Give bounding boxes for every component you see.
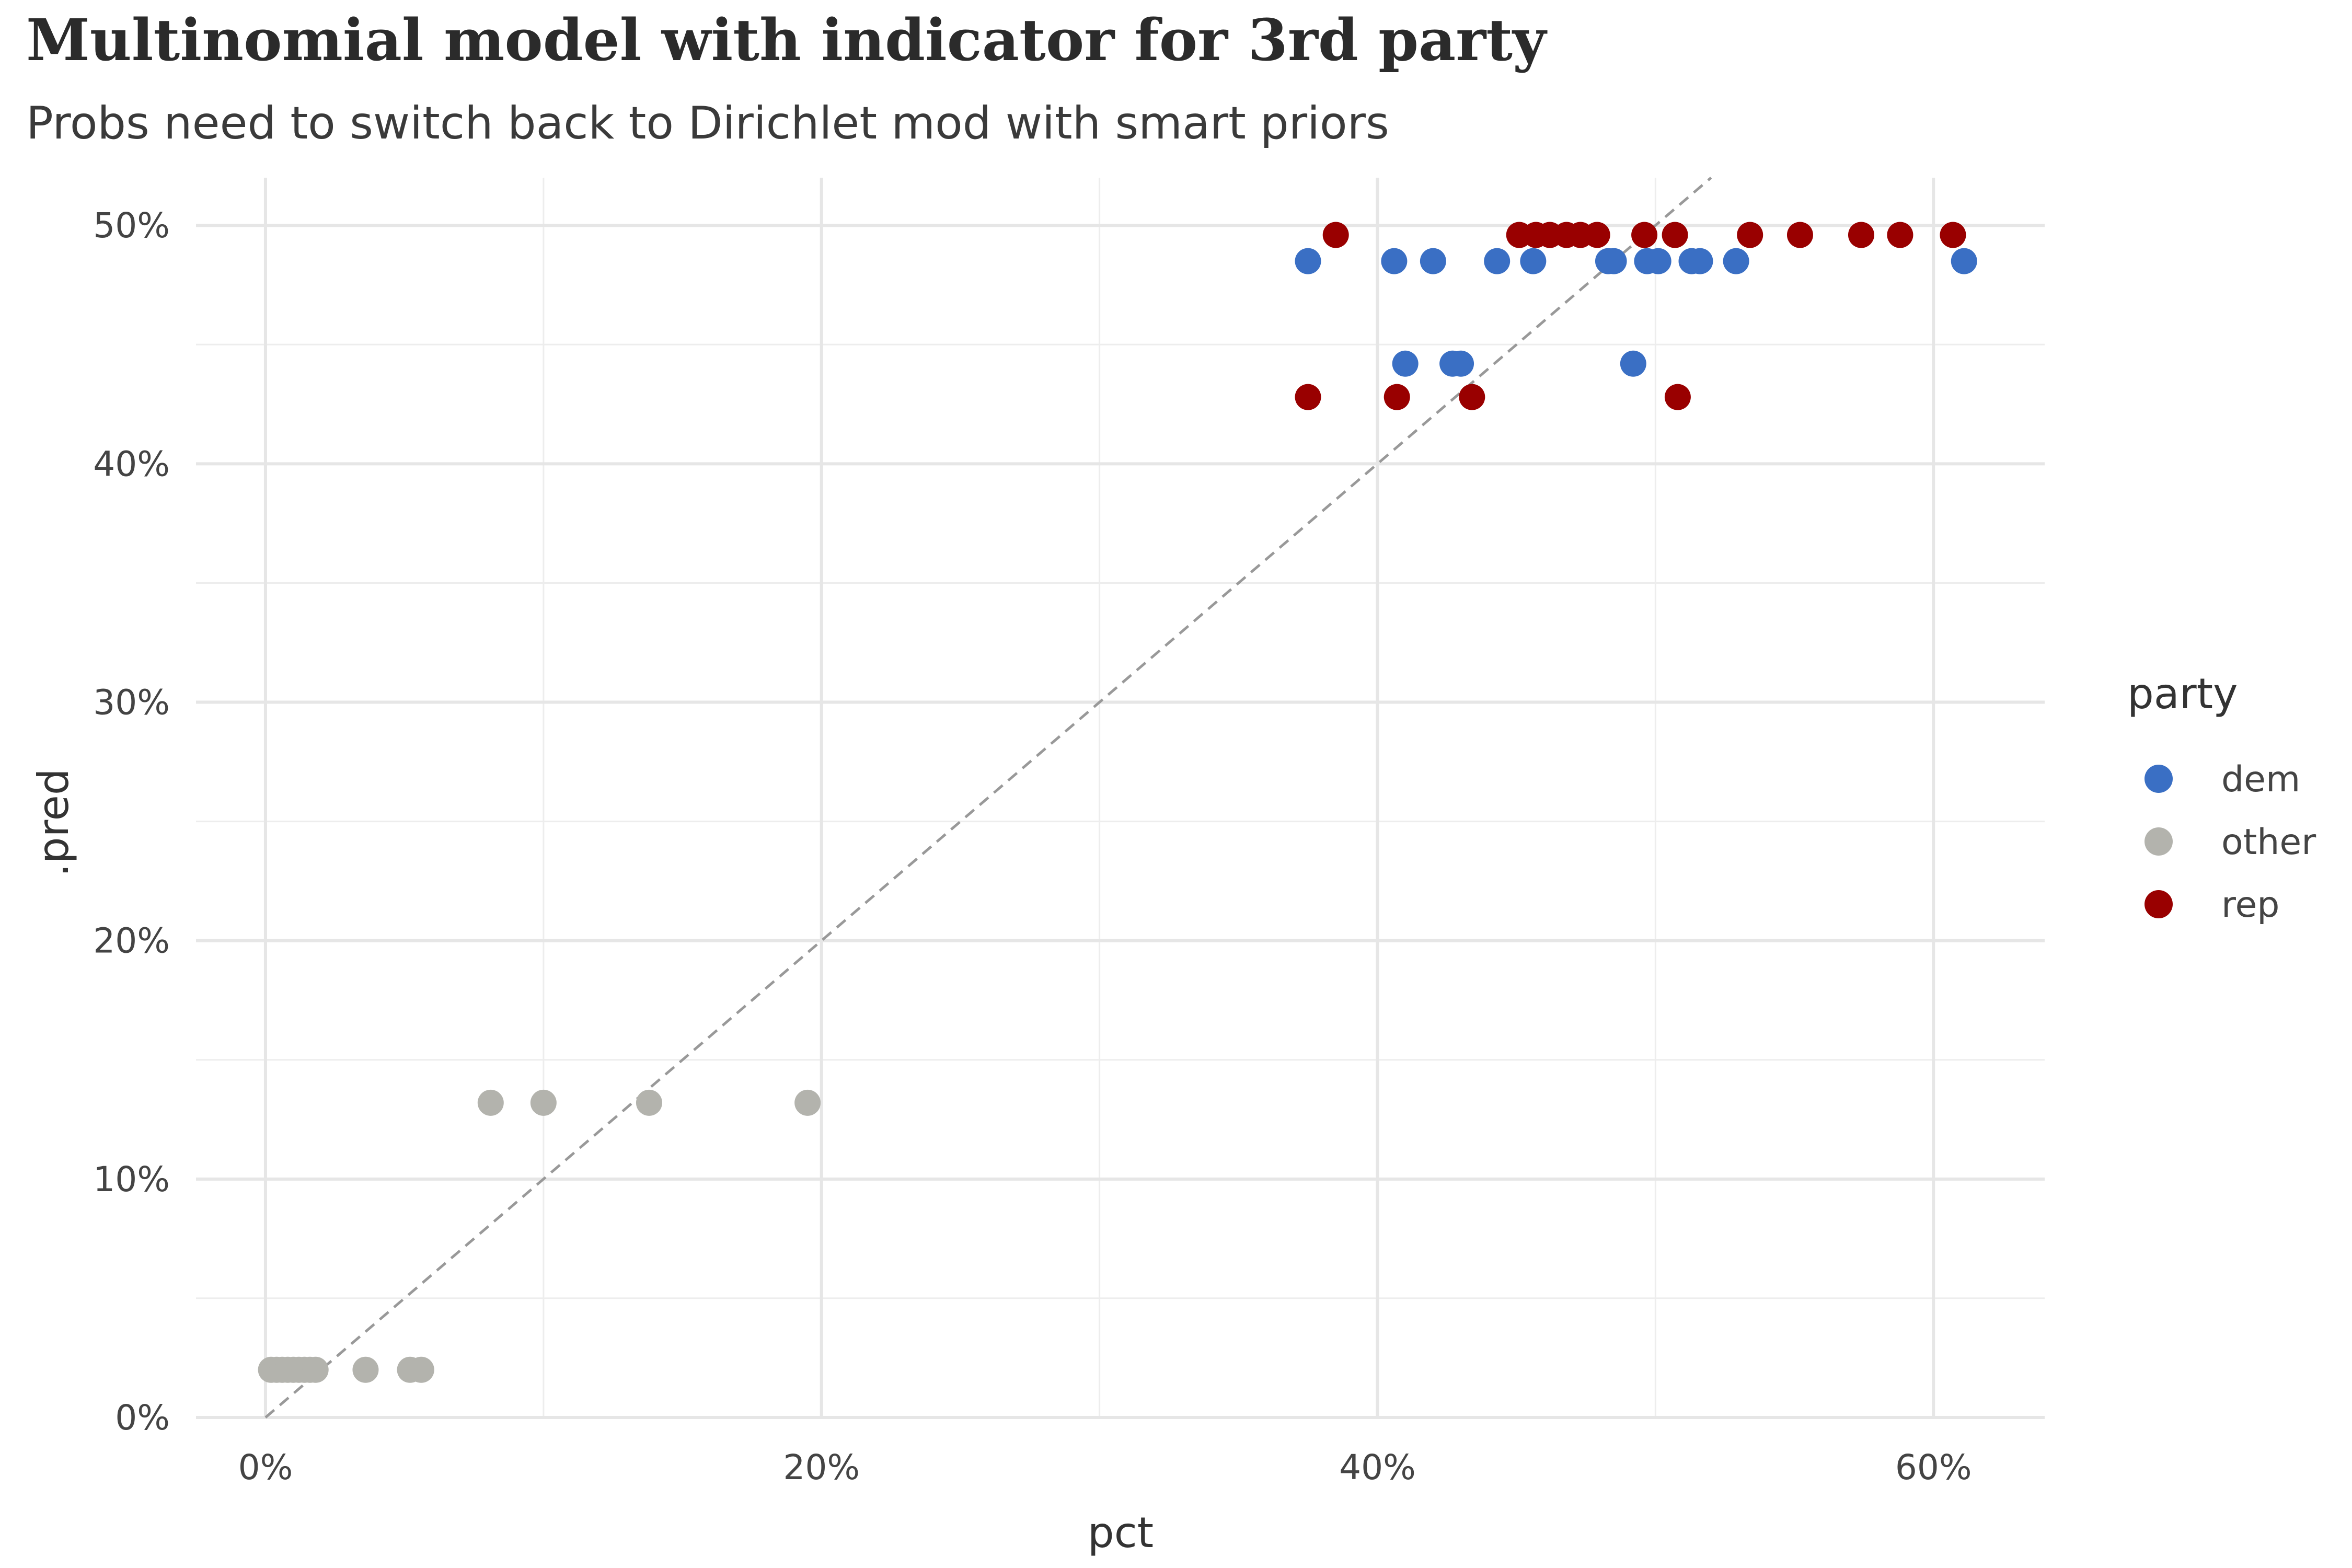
legend-title: party: [2127, 670, 2238, 718]
point-rep: [1322, 222, 1349, 248]
point-other: [794, 1089, 821, 1116]
point-dem: [1392, 350, 1419, 377]
point-dem: [1295, 248, 1321, 274]
point-dem: [1620, 350, 1646, 377]
y-tick-label: 0%: [115, 1398, 170, 1438]
y-tick-label: 50%: [93, 205, 170, 246]
y-tick-label: 20%: [93, 921, 170, 961]
y-tick-label: 30%: [93, 683, 170, 723]
legend-label-rep: rep: [2221, 884, 2279, 926]
reference-line: [264, 177, 1712, 1419]
legend-items: dem other rep: [2145, 759, 2316, 926]
x-tick-label: 40%: [1339, 1447, 1416, 1488]
y-axis-title: .pred: [29, 768, 78, 877]
point-rep: [1662, 222, 1688, 248]
point-other: [477, 1089, 504, 1116]
point-rep: [1737, 222, 1763, 248]
x-tick-label: 0%: [238, 1447, 293, 1488]
x-axis-title: pct: [1088, 1508, 1154, 1557]
point-rep: [1664, 384, 1691, 410]
point-dem: [1381, 248, 1408, 274]
reference-line-group: [264, 177, 1712, 1419]
legend-key-other: [2145, 827, 2173, 856]
point-rep: [1848, 222, 1874, 248]
point-other: [352, 1356, 379, 1383]
point-other: [636, 1089, 662, 1116]
grid: [196, 178, 2045, 1419]
y-tick-label: 40%: [93, 444, 170, 484]
y-tick-label: 10%: [93, 1159, 170, 1200]
point-other: [408, 1356, 434, 1383]
point-other: [530, 1089, 557, 1116]
point-rep: [1584, 222, 1610, 248]
x-axis-ticks: 0% 20% 40% 60%: [238, 1447, 1972, 1488]
x-tick-label: 60%: [1895, 1447, 1972, 1488]
point-rep: [1631, 222, 1658, 248]
point-dem: [1600, 248, 1627, 274]
point-rep: [1887, 222, 1913, 248]
point-rep: [1786, 222, 1813, 248]
point-dem: [1687, 248, 1713, 274]
point-dem: [1951, 248, 1977, 274]
point-rep: [1383, 384, 1410, 410]
chart-subtitle: Probs need to switch back to Dirichlet m…: [26, 97, 1389, 149]
point-other: [302, 1356, 329, 1383]
legend: party dem other rep: [2127, 670, 2316, 926]
legend-label-other: other: [2221, 822, 2316, 863]
point-dem: [1520, 248, 1547, 274]
point-rep: [1940, 222, 1966, 248]
legend-key-dem: [2145, 765, 2173, 793]
point-dem: [1448, 350, 1474, 377]
x-tick-label: 20%: [783, 1447, 860, 1488]
legend-label-dem: dem: [2221, 759, 2300, 800]
point-dem: [1723, 248, 1749, 274]
point-dem: [1645, 248, 1671, 274]
point-rep: [1459, 384, 1485, 410]
data-points: [258, 222, 1977, 1383]
point-rep: [1295, 384, 1321, 410]
y-axis-ticks: 0% 10% 20% 30% 40% 50%: [93, 205, 170, 1438]
chart-title: Multinomial model with indicator for 3rd…: [26, 6, 1548, 74]
point-dem: [1420, 248, 1446, 274]
legend-key-rep: [2145, 890, 2173, 918]
point-dem: [1484, 248, 1511, 274]
